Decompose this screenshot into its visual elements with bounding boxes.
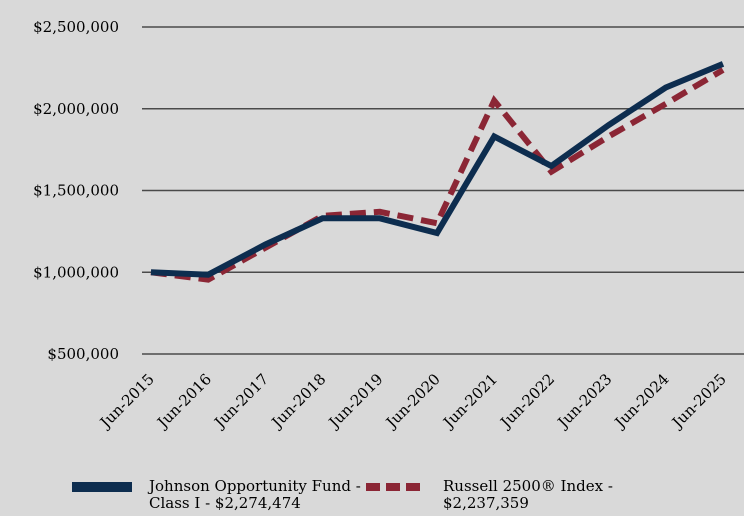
y-tick-label-3: $2,000,000 (33, 100, 119, 118)
y-tick-label-1: $1,000,000 (33, 263, 119, 281)
legend-item-fund: Johnson Opportunity Fund - Class I - $2,… (72, 478, 361, 512)
x-tick-label-7: Jun-2022 (496, 370, 559, 433)
x-tick-label-5: Jun-2020 (381, 370, 444, 433)
y-tick-label-4: $2,500,000 (33, 18, 119, 36)
legend-label-fund-line1: Johnson Opportunity Fund - (149, 477, 361, 495)
x-tick-label-2: Jun-2017 (210, 370, 273, 433)
growth-line-chart: $500,000 $1,000,000 $1,500,000 $2,000,000 $2… (33, 18, 744, 433)
legend-label-index: Russell 2500® Index - $2,237,359 (443, 478, 613, 512)
x-tick-label-0: Jun-2015 (95, 370, 158, 433)
y-tick-label-2: $1,500,000 (33, 182, 119, 200)
legend-label-fund-line2: Class I - $2,274,474 (149, 494, 301, 512)
x-tick-label-1: Jun-2016 (152, 370, 215, 433)
x-tick-label-3: Jun-2018 (267, 370, 330, 433)
gridlines (142, 26, 744, 355)
y-tick-label-0: $500,000 (47, 345, 119, 363)
legend-item-index: Russell 2500® Index - $2,237,359 (366, 478, 613, 512)
legend-swatch-index (366, 483, 426, 491)
legend-label-index-line1: Russell 2500® Index - (443, 477, 613, 495)
x-tick-label-8: Jun-2023 (553, 370, 616, 433)
series-line-index (150, 67, 725, 283)
legend-label-index-line2: $2,237,359 (443, 494, 529, 512)
series-line-fund (150, 61, 725, 278)
x-tick-label-6: Jun-2021 (438, 370, 501, 433)
legend-label-fund: Johnson Opportunity Fund - Class I - $2,… (149, 478, 361, 512)
x-axis-tick-labels: Jun-2015Jun-2016Jun-2017Jun-2018Jun-2019… (95, 370, 730, 433)
series-lines (150, 61, 725, 283)
legend-swatch-fund (72, 482, 132, 492)
x-tick-label-9: Jun-2024 (610, 370, 673, 433)
legend: Johnson Opportunity Fund - Class I - $2,… (0, 478, 744, 516)
x-tick-label-10: Jun-2025 (667, 370, 730, 433)
x-tick-label-4: Jun-2019 (324, 370, 387, 433)
y-axis-tick-labels: $500,000 $1,000,000 $1,500,000 $2,000,000 $2… (33, 18, 119, 363)
